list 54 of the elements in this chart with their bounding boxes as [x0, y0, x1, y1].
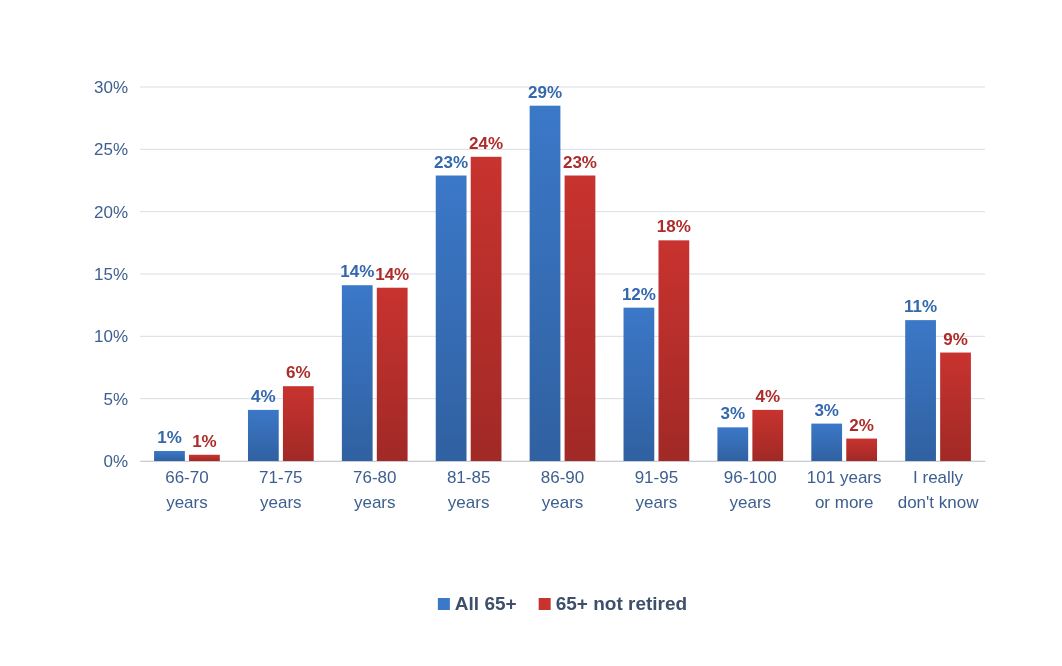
bar [811, 423, 843, 461]
data-label: 24% [469, 133, 504, 153]
bar [470, 156, 502, 461]
bar [247, 409, 279, 461]
data-label: 14% [375, 264, 410, 284]
data-label: 11% [904, 297, 938, 317]
data-label: 23% [434, 152, 469, 172]
x-tick-label: 66-70 years [165, 468, 209, 512]
bar [658, 240, 690, 461]
y-tick-label: 20% [93, 202, 128, 222]
x-tick-label: 86-90 years [540, 468, 585, 512]
y-tick-label: 25% [93, 140, 128, 160]
x-tick-label: 71-75 years [259, 468, 303, 512]
bar [154, 451, 185, 461]
x-tick-label: 91-95 years [634, 468, 679, 512]
bar [435, 175, 467, 461]
bar [846, 438, 878, 461]
bar [529, 105, 561, 461]
x-tick-label: I really don't know [897, 468, 980, 512]
bar [376, 287, 408, 461]
bar [341, 285, 373, 461]
data-label: 1% [192, 431, 217, 451]
data-label: 2% [849, 415, 874, 435]
y-tick-label: 10% [93, 327, 128, 347]
x-tick-label: 96-100 years [723, 468, 777, 512]
data-label: 23% [562, 152, 597, 172]
data-label: 29% [528, 82, 563, 102]
bar [189, 454, 220, 461]
y-tick-label: 0% [103, 451, 128, 471]
bar [940, 352, 971, 461]
data-label: 3% [814, 400, 839, 420]
data-label: 1% [157, 428, 182, 448]
data-label: 18% [656, 217, 691, 237]
data-label: 9% [943, 329, 968, 349]
data-label: 4% [251, 386, 276, 406]
x-tick-label: 101 years or more [806, 468, 882, 512]
x-tick-label: 76-80 years [352, 468, 397, 512]
y-tick-label: 15% [93, 264, 128, 284]
bar [717, 427, 749, 461]
bar [905, 320, 936, 461]
bar [752, 409, 784, 461]
data-label: 14% [340, 262, 375, 282]
data-label: 4% [755, 386, 781, 406]
x-tick-label: 81-85 years [446, 468, 491, 512]
bar [282, 386, 314, 461]
legend-label: 65+ not retired [555, 593, 688, 614]
y-tick-label: 5% [103, 389, 128, 409]
legend-label: All 65+ [454, 593, 517, 614]
data-label: 6% [286, 363, 311, 383]
data-label: 12% [621, 284, 656, 304]
bar [564, 175, 596, 461]
data-label: 3% [720, 404, 746, 424]
y-tick-label: 30% [93, 77, 128, 97]
bar [623, 307, 655, 461]
